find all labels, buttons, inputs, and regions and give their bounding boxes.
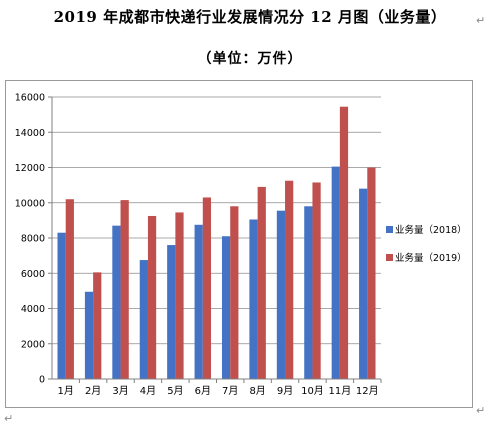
- bar: [221, 236, 231, 379]
- x-tick-label: 9月: [277, 385, 293, 397]
- y-tick-label: 12000: [15, 163, 45, 174]
- bar-chart: 0 2000 4000 6000 8000 10000 12000 14000 16000 1月 2…: [15, 93, 467, 398]
- bar: [112, 225, 121, 379]
- bar: [175, 212, 184, 379]
- y-tick-label: 14000: [15, 128, 45, 139]
- bar: [65, 199, 74, 379]
- bar: [257, 186, 266, 379]
- bar: [359, 188, 368, 379]
- bar: [120, 200, 129, 379]
- legend-swatch: [386, 226, 393, 233]
- x-tick-label: 7月: [222, 385, 238, 397]
- x-tick-label: 3月: [112, 385, 128, 397]
- gridlines: [52, 96, 381, 345]
- y-tick-label: 0: [39, 375, 45, 386]
- bar: [57, 232, 66, 379]
- x-tick-label: 2月: [85, 385, 101, 397]
- paragraph-mark: ↵: [476, 14, 486, 27]
- bar: [147, 215, 157, 379]
- x-tick-label: 1月: [58, 385, 74, 397]
- paragraph-mark: ↵: [4, 412, 14, 425]
- x-tick-label: 8月: [249, 385, 265, 397]
- legend-label: 业务量（2018）: [395, 224, 467, 236]
- bar: [230, 206, 239, 379]
- bar: [276, 210, 286, 379]
- bar: [367, 167, 376, 379]
- x-tick-label: 6月: [195, 385, 211, 397]
- y-tick-label: 2000: [21, 339, 45, 350]
- bar: [339, 106, 349, 379]
- y-tick-label: 16000: [15, 93, 45, 104]
- y-tick-label: 10000: [15, 198, 45, 209]
- bar: [93, 272, 102, 379]
- bar: [202, 197, 212, 379]
- x-tick-label: 12月: [356, 385, 379, 397]
- chart-frame: 0 2000 4000 6000 8000 10000 12000 14000 16000 1月 2…: [5, 80, 473, 408]
- x-tick-label: 4月: [140, 385, 156, 397]
- document-subtitle: （单位：万件）: [197, 51, 303, 67]
- y-tick-label: 6000: [21, 269, 45, 280]
- legend-swatch: [386, 254, 393, 261]
- bar: [84, 291, 94, 379]
- legend: 业务量（2018） 业务量（2019）: [386, 224, 467, 264]
- x-tick-label: 5月: [167, 385, 183, 397]
- x-tick-label: 11月: [329, 385, 352, 397]
- document-title: 2019 年成都市快递行业发展情况分 12 月图（业务量）: [53, 8, 447, 26]
- bars: [57, 106, 376, 379]
- bar: [249, 219, 258, 379]
- bar: [312, 182, 321, 379]
- bar: [331, 166, 340, 379]
- y-tick-label: 4000: [21, 304, 45, 315]
- bar: [139, 260, 148, 379]
- legend-label: 业务量（2019）: [395, 252, 467, 264]
- axes: 0 2000 4000 6000 8000 10000 12000 14000 16000 1月 2…: [15, 93, 382, 397]
- bar: [285, 180, 294, 379]
- paragraph-mark: ↵: [476, 404, 486, 417]
- x-tick-label: 10月: [301, 385, 324, 397]
- bar: [304, 206, 313, 379]
- bar: [167, 245, 176, 379]
- bar: [194, 224, 203, 379]
- y-tick-label: 8000: [21, 234, 45, 245]
